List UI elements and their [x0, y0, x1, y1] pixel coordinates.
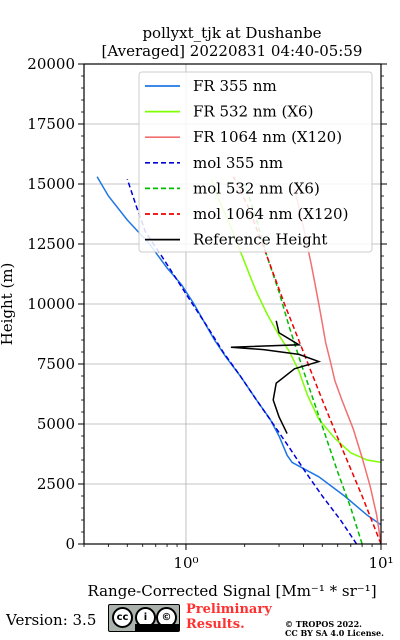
legend-label-3: FR 1064 nm (X120) [193, 128, 342, 146]
x-axis-label: Range-Corrected Signal [Mm⁻¹ * sr⁻¹] [87, 582, 376, 600]
legend-label-1: FR 355 nm [193, 77, 277, 95]
legend-label-7: Reference Height [193, 231, 327, 249]
legend-label-4: mol 355 nm [193, 154, 283, 172]
preliminary-line2: Results. [186, 617, 245, 632]
axes: 0 2500 5000 7500 10000 12500 15000 17500 20000 10… [27, 55, 393, 572]
chart-title-line2: [Averaged] 20220831 04:40-05:59 [102, 42, 363, 60]
cc-license-badge[interactable]: cc i © [108, 604, 180, 632]
chart-title-line1: pollyxt_tjk at Dushanbe [142, 24, 321, 42]
y-tick-label: 10000 [27, 295, 75, 313]
cc-icon: cc [112, 607, 133, 628]
y-tick-label: 5000 [37, 415, 75, 433]
cc-badge-bar [135, 624, 179, 631]
y-tick-label: 15000 [27, 175, 75, 193]
y-axis-label: Height (m) [0, 263, 16, 346]
copyright-line2: CC BY SA 4.0 License. [285, 628, 384, 638]
preliminary-note: Preliminary Results. [186, 602, 272, 632]
series-line-7 [230, 320, 322, 434]
y-tick-label: 17500 [27, 115, 75, 133]
x-tick-label: 10⁰ [173, 554, 198, 572]
y-tick-label: 2500 [37, 475, 75, 493]
y-tick-label: 12500 [27, 235, 75, 253]
legend: FR 355 nm FR 532 nm (X6) FR 1064 nm (X120)… [138, 71, 373, 253]
preliminary-line1: Preliminary [186, 602, 272, 617]
legend-label-5: mol 532 nm (X6) [193, 179, 320, 197]
legend-box [138, 71, 373, 253]
copyright-line1: © TROPOS 2022. [285, 619, 362, 629]
y-tick-label: 0 [65, 535, 75, 553]
copyright-note: © TROPOS 2022. CC BY SA 4.0 License. [285, 620, 384, 638]
y-tick-label: 20000 [27, 55, 75, 73]
version-label: Version: 3.5 [6, 611, 97, 629]
x-tick-label: 10¹ [368, 554, 393, 572]
lidar-profile-chart: pollyxt_tjk at Dushanbe [Averaged] 20220… [0, 24, 394, 600]
y-tick-label: 7500 [37, 355, 75, 373]
legend-label-6: mol 1064 nm (X120) [193, 205, 348, 223]
legend-label-2: FR 532 nm (X6) [193, 103, 313, 121]
